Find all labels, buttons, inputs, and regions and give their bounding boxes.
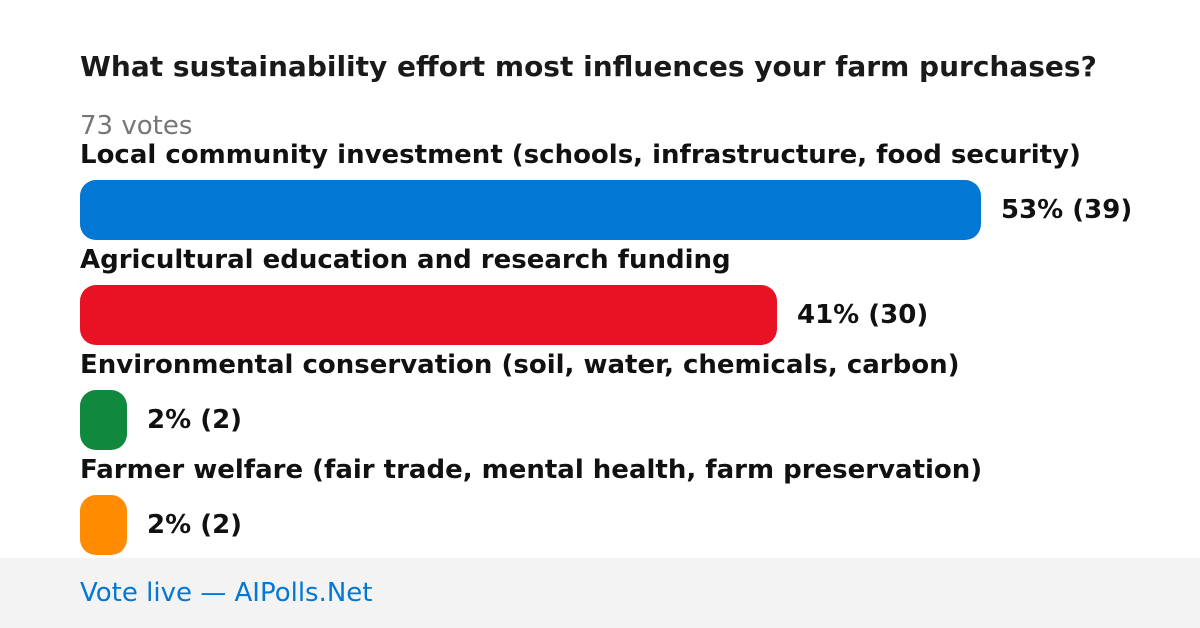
bar	[80, 180, 981, 240]
option-label: Environmental conservation (soil, water,…	[80, 350, 960, 380]
value-label: 2% (2)	[147, 510, 243, 540]
value-label: 53% (39)	[1001, 195, 1133, 225]
value-label: 41% (30)	[797, 300, 929, 330]
option-label: Agricultural education and research fund…	[80, 245, 731, 275]
footer-band	[0, 558, 1200, 628]
value-label: 2% (2)	[147, 405, 243, 435]
option-label: Farmer welfare (fair trade, mental healt…	[80, 455, 983, 485]
vote-count: 73 votes	[80, 111, 193, 141]
poll-title: What sustainability effort most influenc…	[80, 50, 1097, 83]
bar	[80, 285, 777, 345]
option-label: Local community investment (schools, inf…	[80, 140, 1081, 170]
bar	[80, 495, 127, 555]
bar	[80, 390, 127, 450]
footer-link[interactable]: Vote live — AIPolls.Net	[80, 578, 373, 608]
